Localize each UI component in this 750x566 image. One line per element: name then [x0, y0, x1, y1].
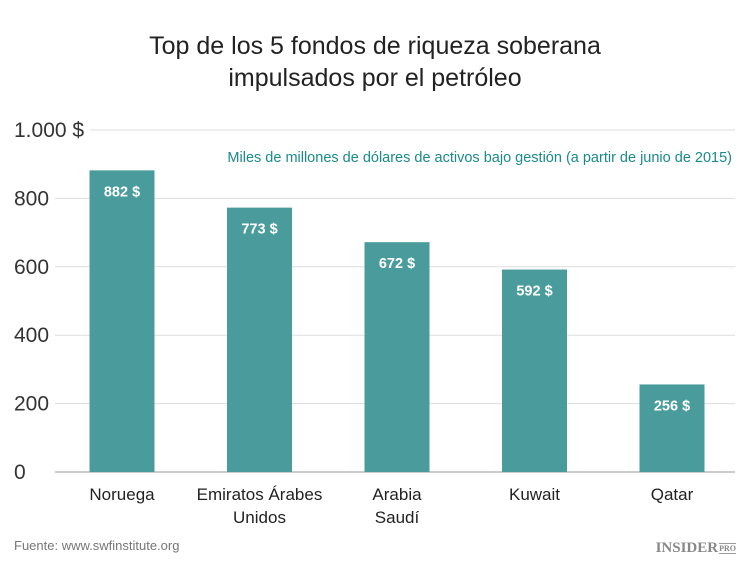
bar: [364, 242, 430, 472]
data-label: 256 $: [654, 398, 690, 414]
y-tick-label: 200: [14, 393, 49, 416]
insider-pro-logo: INSIDERPRO: [656, 540, 736, 557]
x-tick-label: Noruega: [89, 485, 155, 504]
bar: [89, 170, 155, 472]
data-label: 672 $: [379, 256, 415, 272]
x-tick-label: Qatar: [651, 485, 694, 504]
y-tick-label: 600: [14, 256, 49, 279]
x-tick-label: Saudí: [375, 508, 420, 527]
x-tick-label: Kuwait: [509, 485, 560, 504]
data-label: 773 $: [241, 222, 277, 238]
y-tick-label: 1.000 $: [14, 119, 84, 142]
chart-subtitle: Miles de millones de dólares de activos …: [227, 150, 732, 166]
bar: [502, 269, 567, 472]
source-note: Fuente: www.swfinstitute.org: [14, 538, 180, 553]
x-tick-label: Arabia: [372, 485, 422, 504]
data-label: 882 $: [104, 184, 140, 200]
bar: [639, 384, 705, 472]
y-tick-label: 800: [14, 187, 49, 210]
data-label: 592 $: [516, 284, 552, 300]
y-tick-label: 400: [14, 324, 49, 347]
y-tick-label: 0: [14, 461, 26, 484]
title-line-1: Top de los 5 fondos de riqueza soberana: [149, 32, 601, 60]
x-tick-label: Emiratos Árabes: [197, 485, 323, 504]
logo-text: INSIDER: [655, 540, 719, 556]
bar: [227, 207, 292, 472]
chart-title: Top de los 5 fondos de riqueza soberana i…: [0, 30, 750, 94]
x-tick-label: Unidos: [233, 508, 286, 527]
title-line-2: impulsados por el petróleo: [228, 64, 522, 92]
logo-suffix: PRO: [719, 543, 736, 554]
